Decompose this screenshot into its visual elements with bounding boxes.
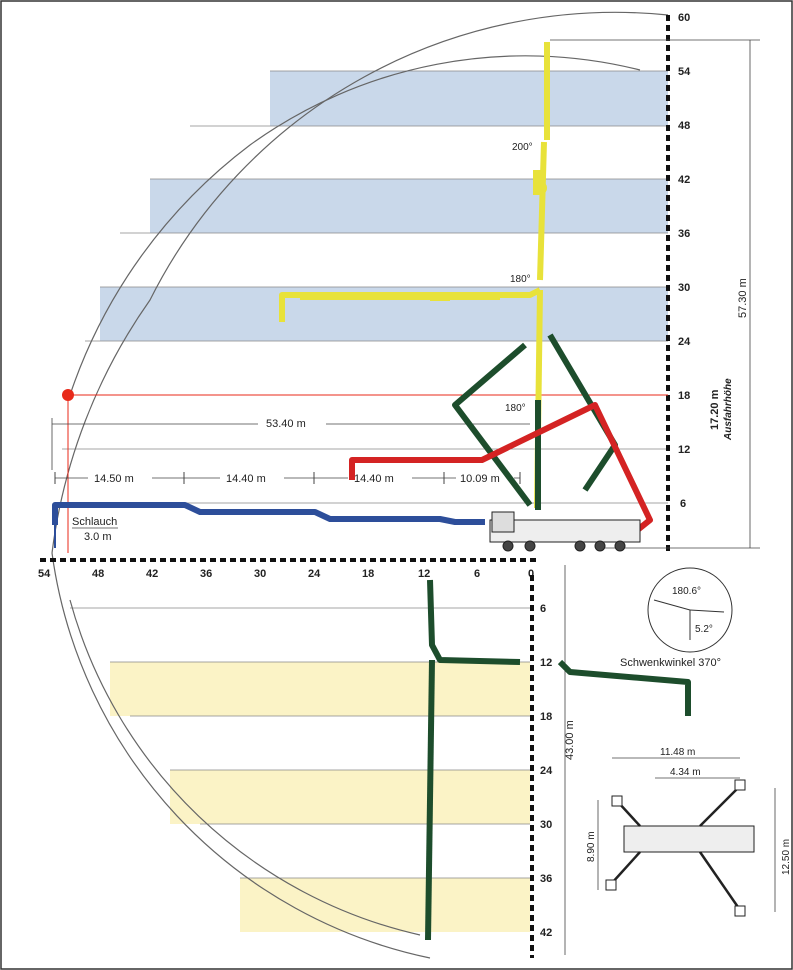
depth-label: 43.00 m: [564, 720, 576, 760]
working-height-value: 17.20 m: [709, 389, 721, 430]
angle-upper: 200°: [512, 142, 533, 153]
upper-tick-label: 60: [678, 12, 690, 24]
x-tick-label: 12: [418, 568, 430, 580]
upper-tick-label: 48: [678, 120, 690, 132]
x-tick-label: 36: [200, 568, 212, 580]
x-tick-label: 48: [92, 568, 104, 580]
lower-depth-bands: [70, 607, 530, 932]
depth-tick-label: 30: [540, 819, 552, 831]
upper-tick-label: 42: [678, 174, 690, 186]
upper-tick-label: 24: [678, 336, 691, 348]
angle-mid: 180°: [510, 274, 531, 285]
x-tick-label: 42: [146, 568, 158, 580]
boom-angle-labels: 200° 180° 180°: [505, 142, 533, 414]
outrigger-rear-offset: 4.34 m: [670, 767, 701, 778]
depth-dimension: 43.00 m: [564, 565, 576, 955]
x-tick-label: 6: [474, 568, 480, 580]
section-2-length: 14.40 m: [226, 473, 266, 485]
outrigger-front-width: 11.48 m: [660, 747, 695, 758]
max-reach-marker: [62, 389, 668, 553]
depth-tick-label: 12: [540, 657, 552, 669]
outrigger-rear-width: 8.90 m: [586, 831, 597, 862]
depth-tick-label: 18: [540, 711, 552, 723]
working-height-caption: Ausfahrhöhe: [723, 378, 734, 441]
hose-annotation: Schlauch 3.0 m: [54, 508, 118, 548]
upper-tick-label: 12: [678, 444, 690, 456]
upper-tick-label: 54: [678, 66, 691, 78]
boom-blue: [52, 502, 485, 525]
working-height-dimension: 17.20 m Ausfahrhöhe: [709, 378, 734, 441]
outrigger-length: 12.50 m: [781, 839, 792, 875]
horizontal-reach-scale: 54 48 42 36 30 24 18 12 6 0: [38, 558, 540, 580]
outrigger-footprint: 11.48 m 4.34 m 8.90 m 12.50 m: [586, 747, 792, 917]
lower-depth-scale: 6 12 18 24 30 36 42: [530, 575, 553, 958]
depth-tick-label: 36: [540, 873, 552, 885]
reach-label: 53.40 m: [266, 418, 306, 430]
x-tick-label: 18: [362, 568, 374, 580]
reach-dimension: 53.40 m: [51, 416, 530, 470]
reach-envelope: [51, 11, 669, 959]
slewing-angle-a: 180.6°: [672, 586, 701, 597]
depth-tick-label: 6: [540, 603, 546, 615]
slewing-range-label: Schwenkwinkel 370°: [620, 657, 721, 669]
hose-label: Schlauch: [72, 516, 117, 528]
angle-red: 180°: [505, 403, 526, 414]
section-1-length: 14.50 m: [94, 473, 134, 485]
section-4-length: 10.09 m: [460, 473, 500, 485]
upper-tick-label: 30: [678, 282, 690, 294]
section-dimensions: 14.50 m 14.40 m 14.40 m 10.09 m: [54, 471, 521, 485]
boom-green-lower: [425, 579, 691, 941]
x-tick-label: 24: [308, 568, 321, 580]
section-3-length: 14.40 m: [354, 473, 394, 485]
x-tick-label: 0: [528, 568, 534, 580]
depth-tick-label: 24: [540, 765, 553, 777]
upper-height-bands: [58, 70, 668, 504]
boom-red: [349, 402, 653, 543]
truck: [489, 511, 641, 552]
total-height-label: 57.30 m: [737, 278, 749, 318]
upper-height-scale: 60 54 48 42 36 30 24 18 12 6: [666, 12, 691, 553]
slewing-angle-inset: 180.6° 5.2° Schwenkwinkel 370°: [620, 567, 733, 669]
hose-length: 3.0 m: [84, 531, 112, 543]
depth-tick-label: 42: [540, 927, 552, 939]
upper-tick-label: 6: [680, 498, 686, 510]
x-tick-label: 30: [254, 568, 266, 580]
x-tick-label: 54: [38, 568, 51, 580]
total-height-dimension: 57.30 m: [550, 39, 760, 549]
slewing-angle-b: 5.2°: [695, 624, 713, 635]
upper-tick-label: 18: [678, 390, 690, 402]
upper-tick-label: 36: [678, 228, 690, 240]
